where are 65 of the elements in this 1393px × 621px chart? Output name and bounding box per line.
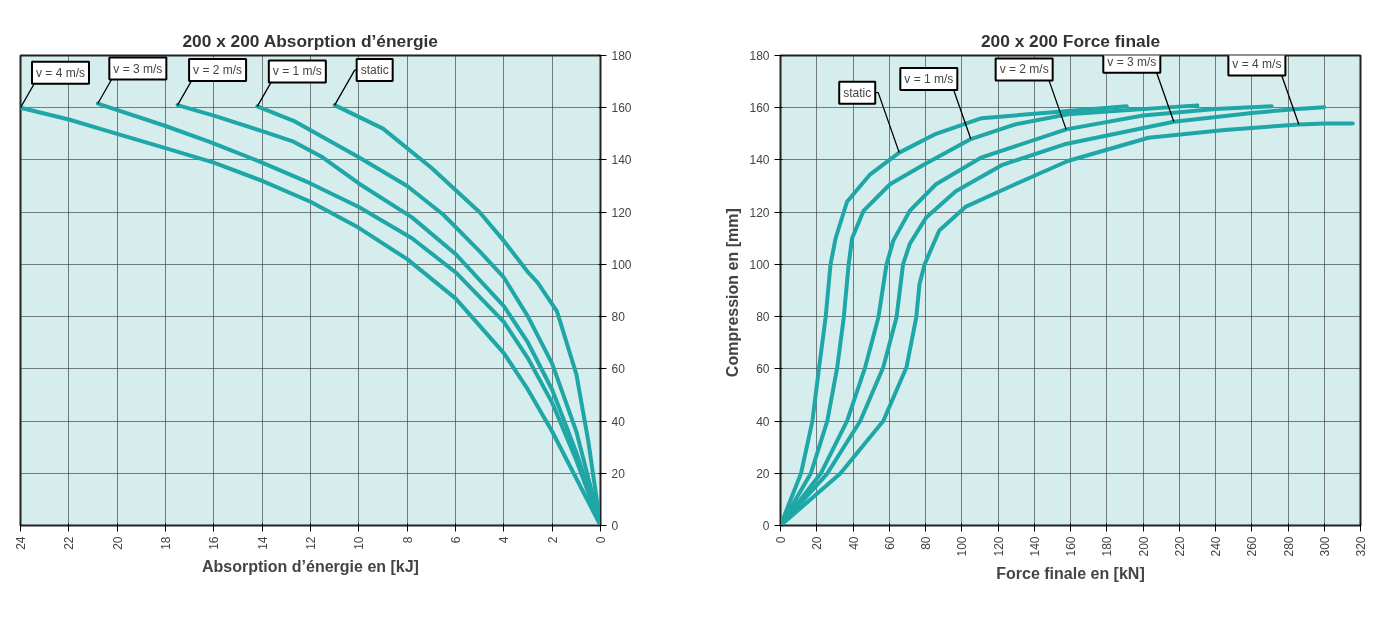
x-tick-label: 20 (110, 536, 125, 550)
y-tick-label: 80 (611, 310, 626, 325)
x-tick-label: 60 (882, 536, 897, 550)
y-axis-title: Compression en [mm] (724, 208, 742, 378)
x-tick-label: 4 (497, 536, 512, 544)
x-tick-label: 300 (1317, 536, 1332, 557)
x-tick-label: 24 (14, 536, 28, 550)
x-tick-label: 240 (1209, 536, 1223, 557)
y-tick-label: 20 (756, 466, 770, 481)
x-tick-label: 14 (255, 536, 270, 550)
y-tick-label: 120 (749, 205, 770, 220)
text: v = 1 m/s (904, 72, 954, 87)
y-tick-label: 180 (611, 49, 632, 63)
x-tick-label: 22 (62, 536, 77, 550)
y-tick-label: 100 (611, 257, 632, 272)
x-tick-label: 6 (449, 536, 463, 544)
x-tick-label: 16 (207, 536, 222, 550)
y-tick-label: 40 (756, 414, 770, 429)
y-tick-label: 100 (749, 257, 770, 272)
text: v = 1 m/s (272, 64, 322, 79)
y-tick-label: 20 (611, 466, 626, 481)
y-tick-label: 40 (611, 414, 626, 429)
y-tick-label: 60 (611, 362, 626, 377)
x-tick-label: 8 (400, 536, 415, 544)
x-axis-title: Absorption d’énergie en [kJ] (202, 557, 419, 575)
x-tick-label: 100 (955, 536, 970, 557)
chart-title: 200 x 200 Absorption d’énergie (182, 30, 439, 51)
chart-title: 200 x 200 Force finale (980, 30, 1161, 51)
y-tick-label: 160 (611, 101, 632, 116)
y-tick-label: 0 (762, 519, 770, 533)
x-tick-label: 280 (1281, 536, 1296, 557)
text: v = 4 m/s (35, 65, 86, 80)
y-tick-label: 140 (611, 153, 632, 168)
text: static (843, 85, 872, 100)
x-tick-label: 200 (1136, 536, 1151, 557)
y-tick-label: 140 (749, 153, 770, 168)
x-tick-label: 0 (774, 536, 788, 544)
x-tick-label: 10 (352, 536, 367, 550)
y-tick-label: 0 (611, 519, 619, 533)
y-tick-label: 180 (749, 49, 770, 63)
text: v = 3 m/s (113, 61, 163, 76)
x-tick-label: 220 (1172, 536, 1187, 557)
x-tick-label: 18 (159, 536, 173, 550)
x-tick-label: 160 (1064, 536, 1078, 557)
text: static (360, 63, 389, 78)
y-tick-label: 120 (611, 205, 632, 220)
x-tick-label: 320 (1354, 536, 1368, 557)
x-tick-label: 180 (1100, 536, 1115, 557)
x-tick-label: 80 (919, 536, 933, 550)
text: v = 3 m/s (1107, 54, 1157, 69)
x-tick-label: 0 (594, 536, 608, 544)
y-tick-label: 160 (749, 101, 770, 116)
x-tick-label: 2 (545, 536, 560, 544)
x-tick-label: 20 (810, 536, 825, 550)
x-tick-label: 12 (304, 536, 318, 550)
text: v = 2 m/s (193, 63, 243, 78)
y-tick-label: 80 (756, 310, 770, 325)
text: v = 2 m/s (999, 62, 1049, 77)
text: v = 4 m/s (1232, 57, 1282, 72)
x-tick-label: 120 (991, 536, 1006, 557)
y-tick-label: 60 (756, 362, 770, 377)
x-tick-label: 260 (1245, 536, 1260, 557)
x-tick-label: 140 (1027, 536, 1042, 557)
x-tick-label: 40 (846, 536, 861, 550)
x-axis-title: Force finale en [kN] (996, 564, 1145, 582)
